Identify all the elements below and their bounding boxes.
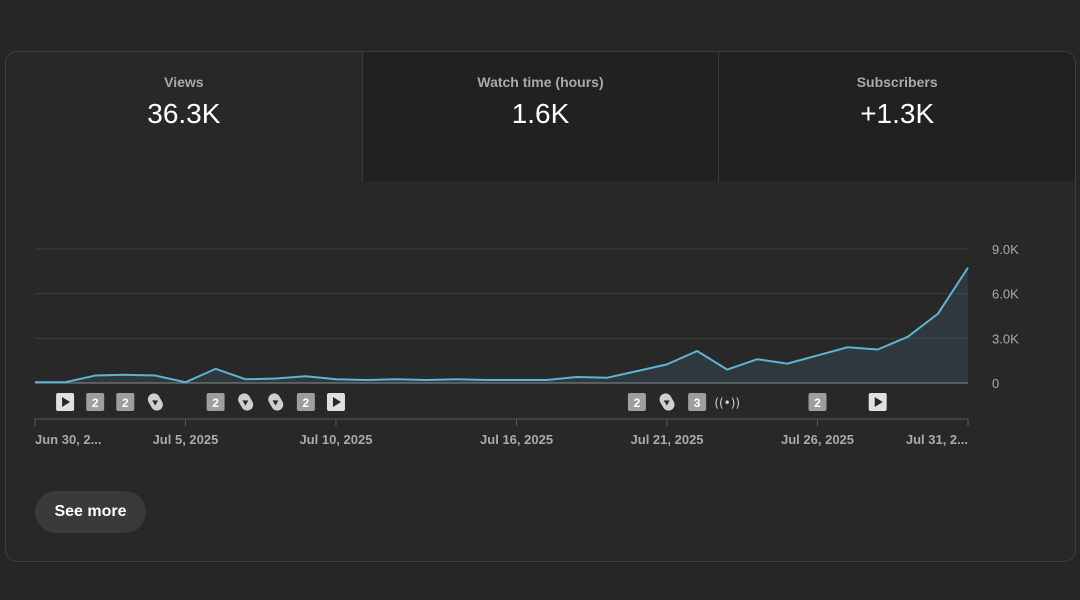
metric-tab-views[interactable]: Views 36.3K bbox=[6, 52, 362, 182]
play-icon bbox=[874, 397, 883, 407]
metric-label: Watch time (hours) bbox=[477, 74, 604, 90]
shorts-icon[interactable] bbox=[266, 391, 285, 413]
analytics-card: Views 36.3K Watch time (hours) 1.6K Subs… bbox=[5, 51, 1076, 562]
video-count-badge[interactable] bbox=[688, 393, 707, 411]
x-tick-label: Jul 21, 2025 bbox=[631, 432, 704, 447]
y-tick-label: 0 bbox=[992, 376, 999, 391]
live-stream-icon[interactable]: ((•)) bbox=[714, 396, 740, 410]
video-count-label: 2 bbox=[303, 396, 310, 410]
metric-label: Views bbox=[164, 74, 204, 90]
metric-tab-watch-time[interactable]: Watch time (hours) 1.6K bbox=[361, 52, 719, 182]
y-tick-label: 6.0K bbox=[992, 287, 1019, 302]
video-count-label: 2 bbox=[634, 396, 641, 410]
play-icon bbox=[332, 397, 341, 407]
x-tick-label: Jul 26, 2025 bbox=[781, 432, 854, 447]
y-tick-label: 9.0K bbox=[992, 242, 1019, 257]
video-count-label: 2 bbox=[814, 396, 821, 410]
see-more-button[interactable]: See more bbox=[35, 491, 146, 533]
x-tick-label: Jul 16, 2025 bbox=[480, 432, 553, 447]
x-tick-label: Jul 10, 2025 bbox=[299, 432, 372, 447]
video-count-label: 2 bbox=[212, 396, 219, 410]
video-count-badge[interactable] bbox=[86, 393, 105, 411]
shorts-icon[interactable] bbox=[146, 391, 165, 413]
video-count-badge[interactable] bbox=[116, 393, 135, 411]
views-chart: 0 3.0K 6.0K 9.0K 2 2 2 2 2 3 ((•)) 2 Jun 30, 2... Jul… bbox=[34, 242, 1019, 447]
metric-label: Subscribers bbox=[856, 74, 938, 90]
metric-tab-subscribers[interactable]: Subscribers +1.3K bbox=[718, 52, 1075, 182]
y-tick-label: 3.0K bbox=[992, 331, 1019, 346]
video-count-badge[interactable] bbox=[296, 393, 315, 411]
video-count-badge[interactable] bbox=[808, 393, 827, 411]
shorts-icon[interactable] bbox=[236, 391, 255, 413]
metric-value: 1.6K bbox=[511, 98, 570, 129]
video-count-label: 2 bbox=[122, 396, 129, 410]
shorts-icon[interactable] bbox=[657, 391, 676, 413]
metric-tabs: Views 36.3K Watch time (hours) 1.6K Subs… bbox=[6, 52, 1075, 182]
series-line bbox=[35, 267, 969, 384]
x-tick-label: Jul 5, 2025 bbox=[153, 432, 219, 447]
video-count-label: 3 bbox=[694, 396, 701, 410]
metric-value: +1.3K bbox=[860, 98, 935, 129]
video-count-badge[interactable] bbox=[206, 393, 225, 411]
play-icon bbox=[62, 397, 71, 407]
video-count-badge[interactable] bbox=[627, 393, 646, 411]
x-tick-label: Jun 30, 2... bbox=[35, 432, 101, 447]
series-area bbox=[35, 267, 968, 383]
x-tick-label: Jul 31, 2... bbox=[906, 432, 968, 447]
video-count-label: 2 bbox=[92, 396, 99, 410]
metric-value: 36.3K bbox=[147, 98, 221, 129]
